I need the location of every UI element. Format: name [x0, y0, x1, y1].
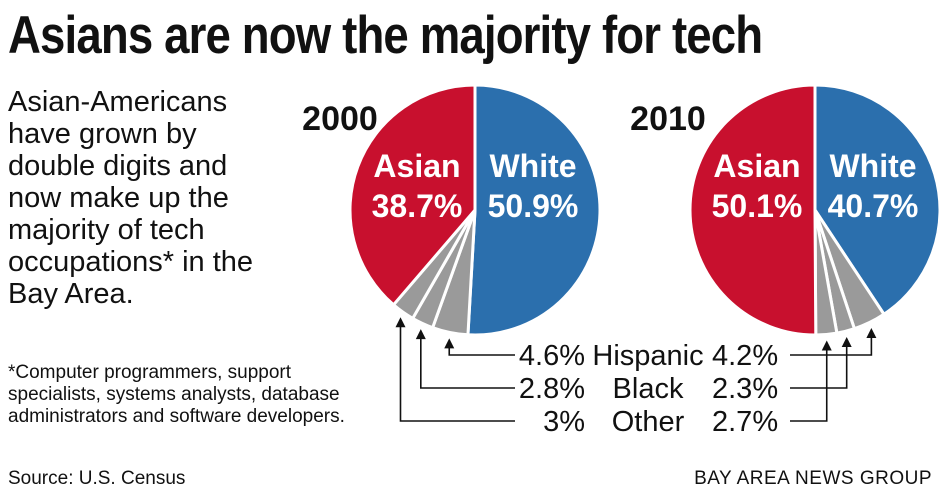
pie-2010-label-white: White — [829, 148, 916, 184]
minor-label-other: Other — [612, 406, 685, 438]
footnote: *Computer programmers, support specialis… — [8, 362, 345, 427]
pie-2000-label-white: White — [489, 148, 576, 184]
pie-2010-value-black: 2.3% — [712, 373, 778, 405]
pie-2000-slice-asian — [348, 83, 477, 307]
minor-label-hispanic: Hispanic — [592, 340, 703, 372]
pie-2000-title: 2000 — [302, 100, 378, 138]
leader-2010-hispanic — [790, 334, 873, 356]
arrowhead-2010-hispanic — [866, 328, 877, 339]
pie-2000-label-asian: Asian — [373, 148, 460, 184]
intro-text: Asian-Americans have grown by double dig… — [8, 86, 254, 310]
leader-2010-other — [790, 346, 828, 422]
credit-line: BAY AREA NEWS GROUP — [694, 468, 932, 489]
arrowhead-2000-other — [395, 317, 406, 328]
pie-2010-value-hispanic: 4.2% — [712, 340, 778, 372]
leader-2010-black — [790, 343, 848, 389]
pie-2000-value-white: 50.9% — [488, 188, 579, 224]
source-note: Source: U.S. Census — [8, 468, 186, 489]
pie-2010-label-asian: Asian — [713, 148, 800, 184]
arrowhead-2000-hispanic — [444, 338, 455, 349]
pie-2010-value-asian: 50.1% — [712, 188, 803, 224]
pie-2000-value-hispanic: 4.6% — [519, 340, 585, 372]
pie-2010-value-white: 40.7% — [828, 188, 919, 224]
page-title: Asians are now the majority for tech — [8, 6, 763, 65]
pie-2010-value-other: 2.7% — [712, 406, 778, 438]
leader-2000-hispanic — [448, 344, 515, 356]
pie-2000-value-asian: 38.7% — [372, 188, 463, 224]
arrowhead-2010-other — [821, 340, 832, 351]
leader-2000-other — [399, 323, 515, 422]
leader-2000-black — [420, 335, 515, 389]
pie-2000-slice-white — [466, 83, 602, 337]
pie-2010-slice-asian — [688, 83, 818, 337]
minor-label-black: Black — [613, 373, 684, 405]
pie-2000-value-black: 2.8% — [519, 373, 585, 405]
arrowhead-2010-black — [841, 337, 852, 348]
arrowhead-2000-black — [415, 329, 426, 340]
pie-2010-title: 2010 — [630, 100, 706, 138]
pie-2000-value-other: 3% — [543, 406, 585, 438]
